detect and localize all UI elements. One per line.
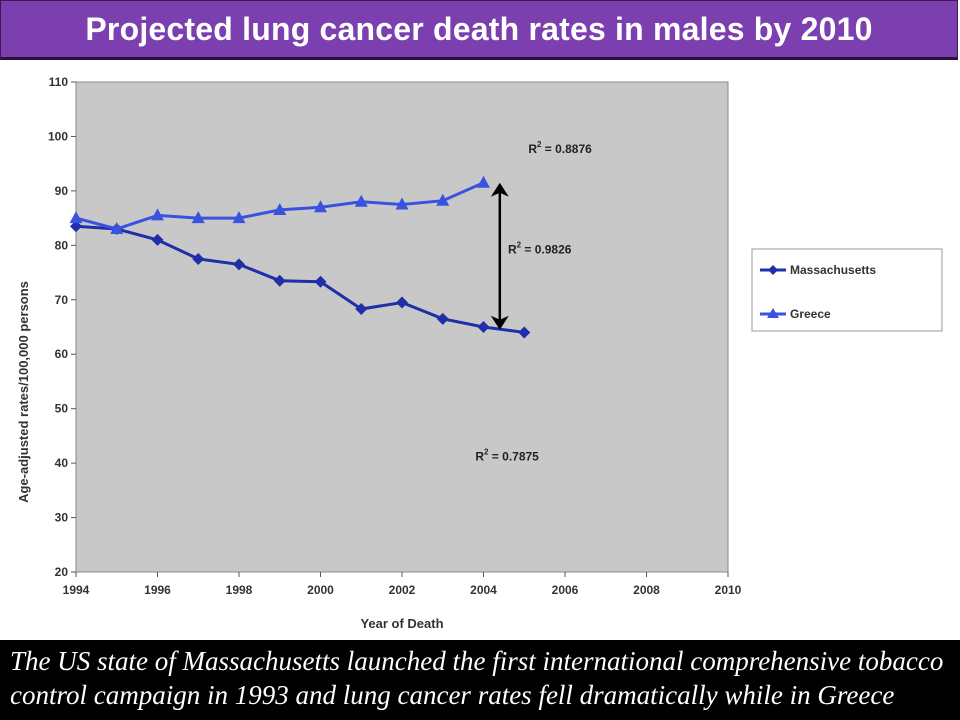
r-squared-annotation: R2 = 0.9826 [508,241,572,257]
data-point-massachusetts [314,275,327,288]
data-point-massachusetts [233,258,245,271]
x-axis-label: Year of Death [360,616,443,631]
series-line-massachusetts [75,224,525,334]
data-point-greece [395,197,409,210]
title-bar: Projected lung cancer death rates in mal… [0,0,958,60]
x-tick-label: 2004 [470,583,497,597]
y-axis: 20 30 40 50 60 70 80 90 100 110 [48,75,76,579]
data-point-greece [110,222,124,234]
data-point-massachusetts [355,303,368,316]
page-title: Projected lung cancer death rates in mal… [85,10,873,47]
x-axis: 1994 1996 1998 2000 2002 2004 2006 2008 2010 [63,572,742,597]
data-point-massachusetts [477,321,490,333]
data-point-greece [477,175,490,188]
y-tick-label: 90 [55,184,69,198]
y-axis-label: Age-adjusted rates/100,000 persons [16,281,31,503]
data-point-greece [232,211,246,224]
legend-label-greece: Greece [790,307,831,321]
legend-label-massachusetts: Massachusetts [790,263,876,277]
legend-marker-greece [767,308,779,318]
data-point-massachusetts [273,274,286,287]
y-tick-label: 100 [48,129,68,143]
annotations: R2 = 0.8876 R2 = 0.9826 R2 = 0.7875 [475,140,592,464]
data-point-greece [273,202,287,215]
y-tick-label: 80 [55,238,69,252]
series-greece [69,175,490,234]
line-chart: 20 30 40 50 60 70 80 90 100 110 1994 1996 1998 2000 2… [16,72,943,631]
data-point-greece [436,193,450,206]
y-tick-label: 20 [55,565,69,579]
data-point-greece [354,194,368,207]
data-point-greece [191,211,205,224]
x-tick-label: 2008 [633,583,660,597]
arrow-head-bottom [490,315,509,330]
data-point-greece [69,211,83,224]
x-tick-label: 2010 [715,583,742,597]
series-massachusetts [70,220,531,339]
data-point-massachusetts [70,220,82,233]
data-point-massachusetts [192,252,205,265]
difference-arrow [490,182,509,330]
series-layer [69,175,531,339]
y-tick-label: 60 [55,347,69,361]
y-tick-label: 40 [55,456,69,470]
x-tick-label: 2006 [552,583,579,597]
arrow-head-top [490,182,509,197]
x-tick-label: 1996 [144,583,171,597]
r-squared-annotation: R2 = 0.8876 [528,140,592,156]
data-point-massachusetts [151,233,164,246]
x-tick-label: 1998 [226,583,253,597]
x-tick-label: 2000 [307,583,334,597]
legend-marker-massachusetts [768,265,778,275]
data-point-massachusetts [396,296,408,309]
caption-text: The US state of Massachusetts launched t… [10,646,944,710]
caption-banner: The US state of Massachusetts launched t… [0,640,960,720]
y-tick-label: 70 [55,293,69,307]
plot-area [75,81,729,573]
data-point-massachusetts [436,312,449,325]
data-point-massachusetts [518,326,531,339]
data-point-greece [314,200,327,213]
legend: Massachusetts Greece [751,248,943,332]
y-tick-label: 110 [49,75,69,89]
x-tick-label: 2002 [389,583,416,597]
legend-box [751,248,943,332]
x-tick-label: 1994 [63,583,90,597]
y-tick-label: 30 [55,511,69,525]
y-tick-label: 50 [55,402,69,416]
r-squared-annotation: R2 = 0.7875 [475,447,539,463]
data-point-greece [151,208,164,221]
